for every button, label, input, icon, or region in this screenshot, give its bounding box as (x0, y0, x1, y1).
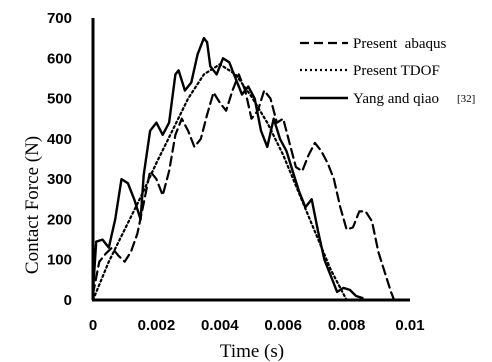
y-tick-label: 700 (47, 10, 72, 27)
x-tick-label: 0.002 (138, 317, 176, 334)
legend-label-1: Present abaqus (353, 36, 446, 52)
legend-label-2: Present TDOF (353, 63, 440, 79)
x-tick-label: 0.006 (264, 317, 302, 334)
x-tick-label: 0.01 (395, 317, 424, 334)
y-tick-label: 500 (47, 91, 72, 108)
y-tick-label: 400 (47, 131, 72, 148)
legend: Present abaqus Present TDOF Yang and qiao [… (300, 36, 475, 107)
legend-label-3: Yang and qiao (353, 91, 439, 107)
y-axis-label: Contact Force (N) (22, 136, 43, 274)
series-line-1 (91, 73, 396, 302)
series-line-2 (91, 63, 348, 302)
y-tick-label: 200 (47, 211, 72, 228)
y-tick-label: 600 (47, 50, 72, 67)
chart-axes (91, 18, 410, 302)
x-axis-label: Time (s) (220, 341, 284, 362)
x-tick-label: 0.004 (201, 317, 239, 334)
series-line-3 (91, 36, 364, 300)
x-tick-labels: 0 0.002 0.004 0.006 0.008 0.01 (89, 317, 425, 334)
y-tick-label: 0 (64, 292, 72, 309)
y-tick-labels: 0 100 200 300 400 500 600 700 (47, 10, 72, 309)
y-tick-label: 300 (47, 171, 72, 188)
y-tick-label: 100 (47, 252, 72, 269)
x-tick-label: 0.008 (328, 317, 366, 334)
series-lines (91, 36, 396, 302)
x-tick-label: 0 (89, 317, 97, 334)
legend-reference: [32] (457, 93, 475, 105)
